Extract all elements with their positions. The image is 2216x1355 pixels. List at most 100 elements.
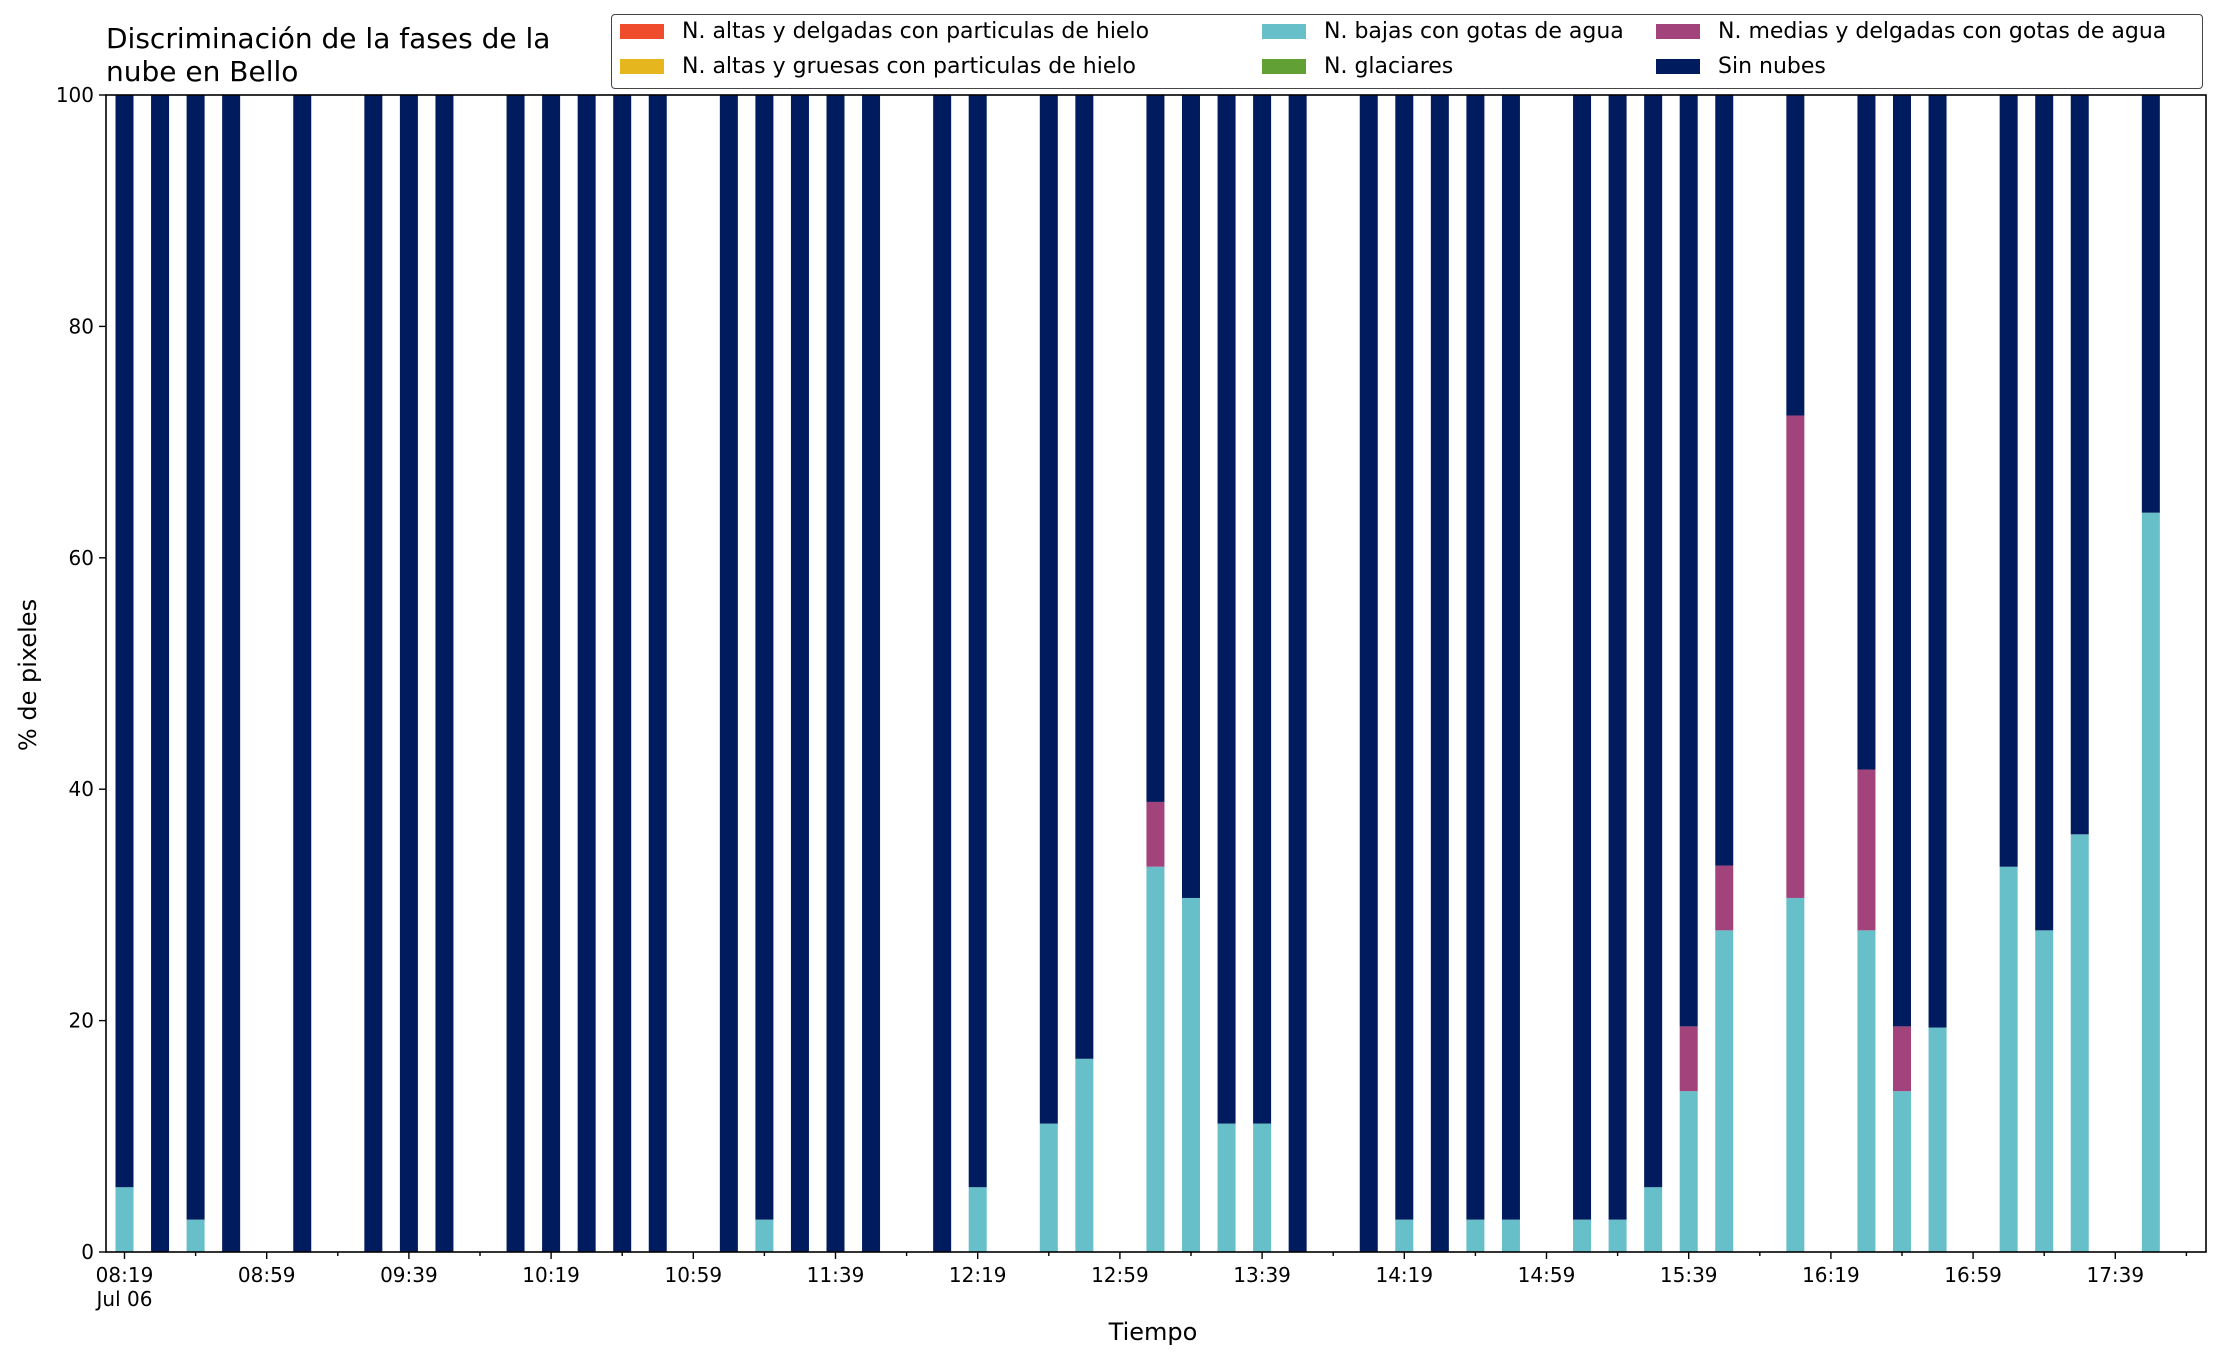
bar-segment-sin-nubes [1182, 95, 1200, 898]
bar-segment-bajas [1501, 1219, 1520, 1252]
bar-segment-sin-nubes [115, 95, 134, 1188]
bar-segment-sin-nubes [293, 95, 312, 1252]
bar-stack [1857, 95, 1876, 1252]
legend: N. altas y delgadas con particulas de hi… [611, 14, 2203, 89]
bar-stack [933, 95, 952, 1252]
bar-stack [1359, 95, 1378, 1252]
bar-segment-bajas [1715, 930, 1734, 1252]
bar-stack [826, 95, 845, 1252]
legend-label-sin-nubes: Sin nubes [1718, 54, 1826, 79]
bar-segment-bajas [2035, 930, 2054, 1252]
x-tick-label: 14:19 [1375, 1263, 1433, 1287]
bar-segment-sin-nubes [613, 95, 632, 1252]
bar-segment-sin-nubes [1395, 95, 1414, 1220]
bar-stack [968, 95, 987, 1252]
bar-segment-bajas [1893, 1091, 1911, 1252]
legend-label-altas-delgadas: N. altas y delgadas con particulas de hi… [682, 19, 1150, 44]
bar-stack [186, 95, 205, 1252]
bar-segment-medias [1857, 769, 1876, 931]
bar-segment-sin-nubes [1715, 95, 1734, 866]
legend-swatch-sin-nubes [1656, 59, 1700, 74]
legend-swatch-glaciares [1262, 59, 1306, 74]
bar-segment-sin-nubes [1786, 95, 1805, 416]
bar-segment-bajas [1644, 1187, 1663, 1252]
bar-stack [364, 95, 383, 1252]
x-axis-label: Tiempo [1108, 1318, 1198, 1346]
y-axis-label: % de pixeles [14, 599, 42, 751]
bar-segment-bajas [115, 1187, 134, 1252]
x-tick-label: 16:59 [1944, 1263, 2002, 1287]
bar-segment-bajas [2070, 834, 2089, 1252]
bar-segment-medias [1893, 1026, 1911, 1092]
bar-segment-bajas [1217, 1123, 1236, 1252]
bar-segment-sin-nubes [506, 95, 525, 1252]
bar-stack [1608, 95, 1627, 1252]
bar-stack [1928, 95, 1947, 1252]
bar-segment-bajas [1999, 866, 2018, 1252]
bar-segment-sin-nubes [933, 95, 952, 1252]
x-tick-label: 09:39 [380, 1263, 438, 1287]
bar-segment-sin-nubes [399, 95, 418, 1252]
x-tick-label: 11:39 [807, 1263, 865, 1287]
bar-segment-sin-nubes [151, 95, 170, 1252]
bar-segment-sin-nubes [186, 95, 205, 1220]
bar-stack [506, 95, 525, 1252]
x-tick-label: 15:39 [1660, 1263, 1718, 1287]
bar-segment-sin-nubes [719, 95, 738, 1252]
bar-segment-sin-nubes [364, 95, 383, 1252]
bar-segment-sin-nubes [1608, 95, 1627, 1220]
bar-segment-bajas [1573, 1219, 1592, 1252]
y-tick-label: 80 [69, 314, 94, 338]
bar-segment-bajas [968, 1187, 987, 1252]
bar-stack [1786, 95, 1805, 1252]
bar-segment-sin-nubes [542, 95, 561, 1252]
bar-segment-sin-nubes [755, 95, 774, 1220]
bar-stack [1573, 95, 1592, 1252]
plot-frame [105, 94, 2207, 1253]
bar-stack [1466, 95, 1485, 1252]
bar-segment-bajas [755, 1219, 774, 1252]
bar-segment-sin-nubes [1466, 95, 1485, 1220]
bar-segment-bajas [1182, 897, 1200, 1252]
bar-segment-sin-nubes [1359, 95, 1378, 1252]
bar-segment-sin-nubes [1928, 95, 1947, 1028]
bar-stack [2141, 95, 2160, 1252]
x-tick-label: 17:39 [2086, 1263, 2144, 1287]
legend-item-glaciares: N. glaciares [1262, 54, 1453, 79]
legend-swatch-altas-delgadas [620, 24, 664, 39]
bar-segment-sin-nubes [1999, 95, 2018, 867]
bar-segment-bajas [2141, 512, 2160, 1252]
bar-segment-bajas [1608, 1219, 1627, 1252]
bar-segment-bajas [1039, 1123, 1058, 1252]
legend-label-altas-gruesas: N. altas y gruesas con particulas de hie… [682, 54, 1136, 79]
bar-stack [613, 95, 632, 1252]
legend-swatch-altas-gruesas [620, 59, 664, 74]
bar-stack [862, 95, 881, 1252]
bar-segment-sin-nubes [1253, 95, 1272, 1124]
bar-segment-sin-nubes [1039, 95, 1058, 1124]
bar-segment-sin-nubes [826, 95, 845, 1252]
bar-stack [435, 95, 454, 1252]
legend-label-bajas: N. bajas con gotas de agua [1324, 19, 1624, 44]
x-tick-label: 08:59 [238, 1263, 296, 1287]
bar-segment-sin-nubes [1857, 95, 1876, 770]
legend-item-altas-gruesas: N. altas y gruesas con particulas de hie… [620, 54, 1136, 79]
bar-segment-sin-nubes [2070, 95, 2089, 835]
bar-segment-sin-nubes [1288, 95, 1307, 1252]
bar-segment-sin-nubes [222, 95, 241, 1252]
x-tick-label: 12:19 [949, 1263, 1007, 1287]
bar-segment-sin-nubes [2141, 95, 2160, 513]
bar-segment-bajas [1679, 1091, 1698, 1252]
bar-segment-bajas [1786, 897, 1805, 1252]
bar-stack [222, 95, 241, 1252]
bar-segment-sin-nubes [1893, 95, 1911, 1027]
bar-stack [648, 95, 667, 1252]
x-tick-label: 16:19 [1802, 1263, 1860, 1287]
bar-stack [1893, 95, 1911, 1252]
bar-segment-bajas [1928, 1027, 1947, 1252]
bar-stack [1679, 95, 1698, 1252]
bar-stack [2070, 95, 2089, 1252]
bar-stack [1253, 95, 1272, 1252]
x-tick-label: 10:59 [664, 1263, 722, 1287]
